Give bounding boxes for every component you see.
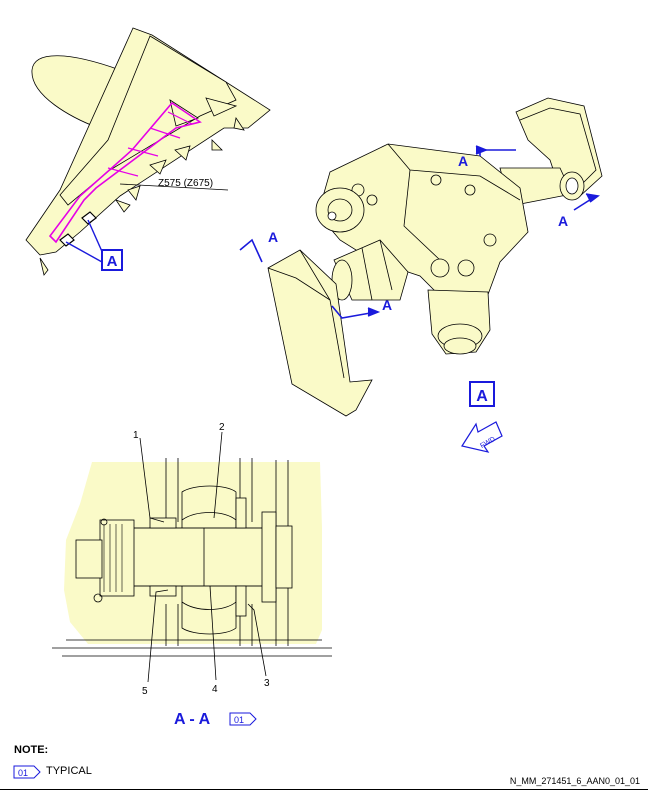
section-mark-top: A bbox=[458, 153, 468, 169]
note-ref-number: 01 bbox=[18, 768, 28, 778]
detail-a-box-gearbox bbox=[469, 381, 495, 407]
section-view bbox=[52, 458, 332, 657]
mounting-bracket-left bbox=[267, 249, 373, 417]
section-arrows bbox=[239, 145, 600, 319]
zone-label: Z575 (Z675) bbox=[158, 178, 213, 189]
item-label-3: 3 bbox=[264, 678, 270, 689]
item-label-2: 2 bbox=[219, 422, 225, 433]
section-title: A - A bbox=[174, 711, 211, 728]
bolt-shaft bbox=[131, 527, 275, 587]
item-label-4: 4 bbox=[212, 684, 218, 695]
section-mark-bottom: A bbox=[382, 297, 392, 313]
actuator-marker-upper bbox=[81, 211, 97, 225]
footer-rule bbox=[0, 789, 648, 790]
detail-a-label-gearbox: A bbox=[476, 388, 488, 405]
detail-a-box-wing bbox=[101, 249, 123, 271]
section-mark-right: A bbox=[558, 213, 568, 229]
bolt-head bbox=[99, 519, 135, 597]
nut bbox=[261, 511, 277, 603]
document-id: N_MM_271451_6_AAN0_01_01 bbox=[509, 776, 640, 786]
actuator-marker-lower bbox=[59, 233, 75, 247]
wing-view bbox=[25, 27, 271, 276]
zone-highlight bbox=[48, 101, 202, 244]
item-label-1: 1 bbox=[133, 430, 139, 441]
detail-a-label-wing: A bbox=[107, 253, 118, 270]
fwd-arrow-icon: FWD bbox=[461, 421, 503, 453]
note-text: TYPICAL bbox=[46, 765, 92, 777]
section-ref-number: 01 bbox=[234, 715, 244, 725]
note-ref-tag bbox=[13, 765, 41, 779]
section-mark-left: A bbox=[268, 229, 278, 245]
note-heading: NOTE: bbox=[14, 744, 49, 756]
gearbox-view bbox=[267, 97, 603, 417]
item-label-5: 5 bbox=[142, 686, 148, 697]
section-ref-tag bbox=[229, 712, 257, 726]
